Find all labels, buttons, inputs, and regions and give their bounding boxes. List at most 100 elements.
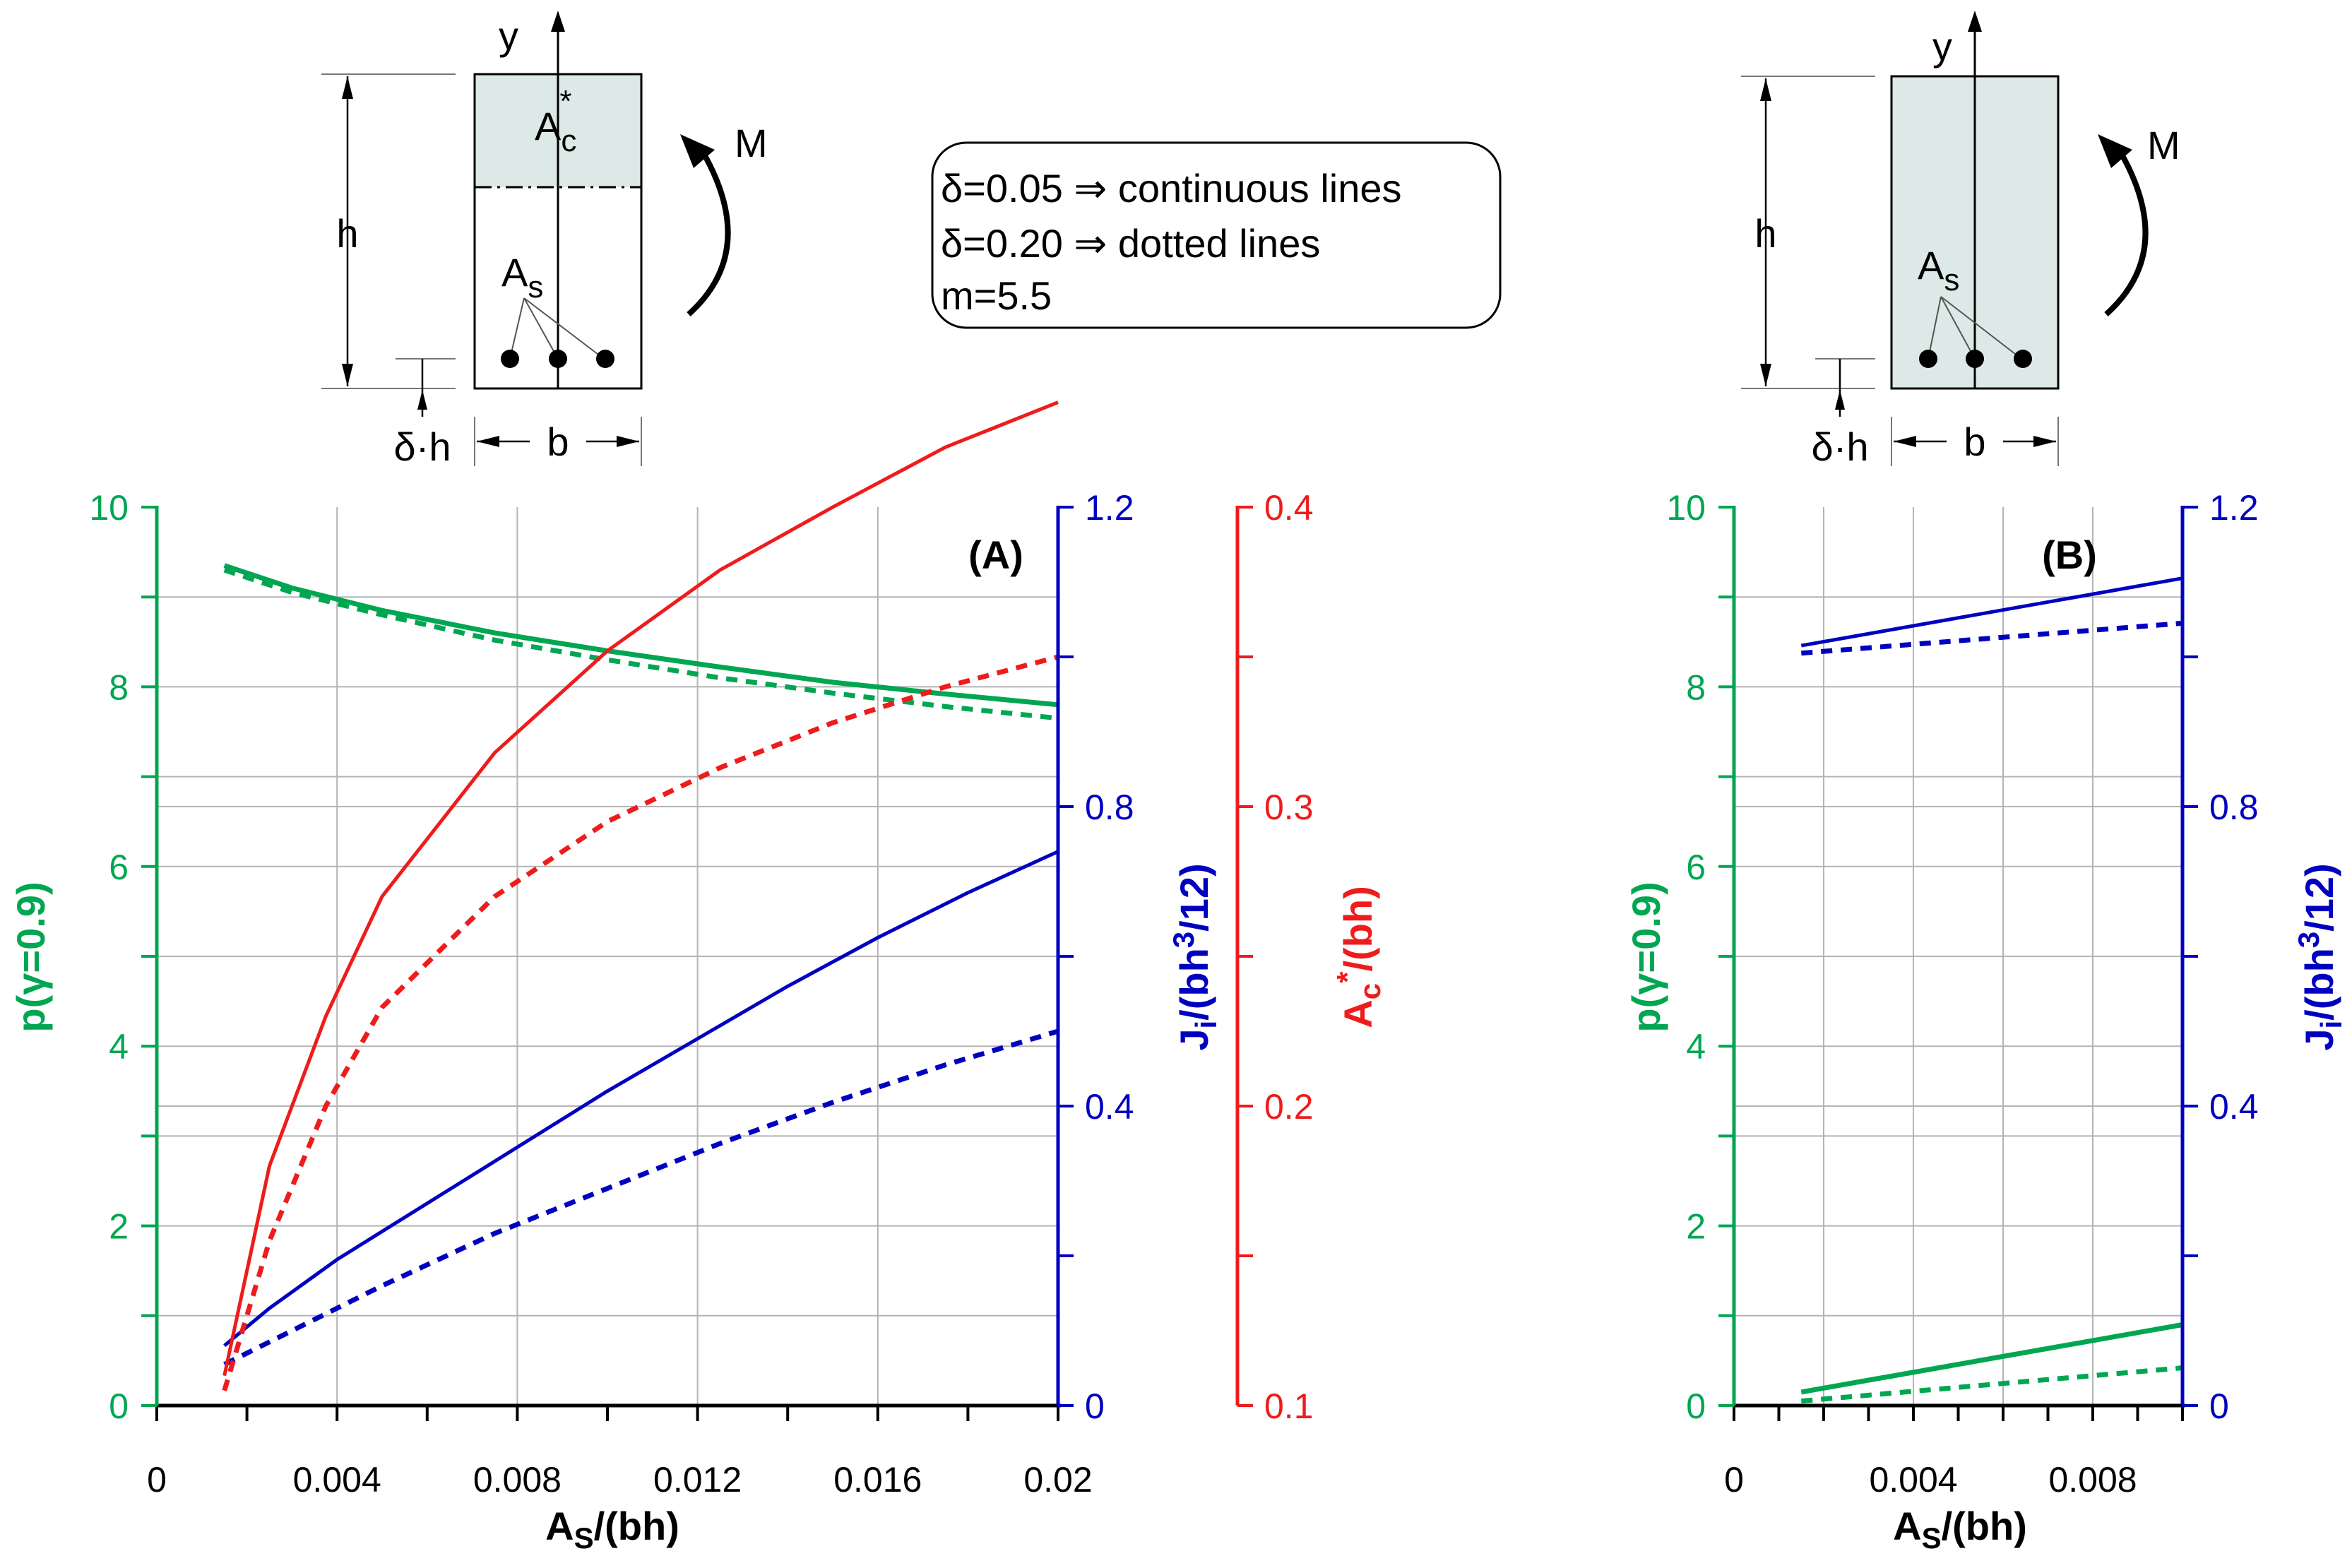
- h-arrow-top-icon: [342, 76, 353, 99]
- chart-a-axes: 0 0.004 0.008 0.012 0.016 0.02 0 2 4 6 8 10 0 0.4 0.8 1…: [89, 488, 1313, 1499]
- as-label: As: [501, 250, 543, 304]
- series-line-green-solid: [223, 563, 1059, 708]
- as-leader-2: [523, 297, 559, 360]
- x-tick-label: 0.004: [1869, 1460, 1957, 1499]
- chart-b-ylabel-left: p(γ=0.9): [1624, 881, 1668, 1032]
- chart-a: 0 0.004 0.008 0.012 0.016 0.02 0 2 4 6 8 10 0 0.4 0.8 1…: [8, 400, 1386, 1555]
- b-arrow-left-b-icon: [1894, 436, 1916, 447]
- y-axis-label: y: [499, 13, 518, 58]
- rebar-dot: [2014, 350, 2032, 368]
- y-tick-label-left: 4: [109, 1027, 129, 1067]
- chart-a-xlabel: AS/(bh): [545, 1504, 679, 1555]
- chart-b-ylabel-right1: Ji/(bh3/12): [2292, 863, 2348, 1050]
- chart-a-ylabel-left: p(γ=0.9): [8, 881, 53, 1032]
- y-tick-label-right1: 0.4: [2209, 1087, 2259, 1127]
- chart-a-ylabel-right1: Ji/(bh3/12): [1167, 863, 1223, 1050]
- h-label-b: h: [1754, 211, 1776, 256]
- y-tick-label-left: 6: [109, 848, 129, 887]
- moment-label: M: [735, 121, 768, 165]
- x-tick-label: 0.012: [653, 1460, 742, 1499]
- b-label-b: b: [1964, 420, 1985, 464]
- chart-a-series: [222, 400, 1059, 1391]
- x-tick-label: 0.016: [833, 1460, 922, 1499]
- y-tick-label-left: 6: [1686, 848, 1706, 887]
- y-tick-label-left: 2: [1686, 1207, 1706, 1247]
- as-leader-3: [523, 297, 605, 360]
- series-line-blue-solid: [223, 850, 1059, 1348]
- as-label-b: As: [1918, 243, 1959, 297]
- chart-b-grid: [1734, 507, 2182, 1406]
- chart-b-title: (B): [2042, 533, 2097, 577]
- y-tick-label-right1: 1.2: [2209, 488, 2259, 528]
- legend-line-2: δ=0.20 ⇒ dotted lines: [941, 221, 1320, 266]
- y-tick-label-right2: 0.3: [1264, 788, 1314, 827]
- y-tick-label-right1: 0: [1085, 1386, 1105, 1426]
- y-axis-label-b: y: [1932, 24, 1952, 69]
- series-line-red-dotted: [222, 654, 1059, 1391]
- series-line-blue-dotted: [1801, 620, 2183, 656]
- y-tick-label-left: 8: [1686, 667, 1706, 707]
- y-tick-label-right1: 0: [2209, 1386, 2229, 1426]
- series-line-red-solid: [222, 400, 1059, 1377]
- as-leader-b-2: [1940, 296, 1976, 360]
- chart-b-axes: 0 0.004 0.008 0 2 4 6 8 10 0 0.4 0.8 1.2: [1666, 488, 2258, 1499]
- y-tick-label-left: 2: [109, 1207, 129, 1247]
- legend-box: δ=0.05 ⇒ continuous lines δ=0.20 ⇒ dotte…: [931, 141, 1502, 329]
- legend-frame: [931, 141, 1502, 329]
- cover-arrow-b-icon: [1835, 390, 1845, 410]
- series-line-blue-solid: [1800, 576, 2183, 648]
- y-tick-label-right2: 0.2: [1264, 1087, 1314, 1127]
- x-tick-label: 0: [1724, 1460, 1744, 1499]
- cover-arrow-icon: [417, 390, 427, 410]
- b-label: b: [547, 420, 569, 464]
- cover-label: δ·h: [394, 424, 451, 469]
- chart-b-series: [1800, 576, 2183, 1404]
- as-leader-1: [509, 297, 525, 360]
- rebar-dot: [1919, 350, 1937, 368]
- section-diagram-b: y h δ·h b As M: [1741, 11, 2180, 469]
- rebar-dot: [549, 350, 567, 368]
- x-tick-label: 0.004: [293, 1460, 381, 1499]
- h-arrow-bottom-b-icon: [1760, 364, 1771, 386]
- y-axis-arrow-icon: [551, 11, 565, 32]
- x-tick-label: 0.008: [2048, 1460, 2137, 1499]
- moment-arrowhead-icon: [680, 134, 715, 168]
- moment-label-b: M: [2147, 123, 2180, 167]
- y-tick-label-right1: 0.8: [2209, 788, 2259, 827]
- chart-a-title: (A): [968, 533, 1023, 577]
- h-label: h: [336, 211, 358, 256]
- moment-arrowhead-b-icon: [2098, 134, 2132, 168]
- chart-b: 0 0.004 0.008 0 2 4 6 8 10 0 0.4 0.8 1.2 (B) AS/(bh)…: [1624, 488, 2348, 1555]
- as-leader-b-3: [1940, 296, 2022, 360]
- y-tick-label-left: 0: [109, 1386, 129, 1426]
- series-line-blue-dotted: [223, 1028, 1059, 1367]
- moment-arrow-b-icon: [2104, 150, 2149, 316]
- legend-line-3: m=5.5: [941, 273, 1052, 318]
- y-tick-label-right2: 0.1: [1264, 1386, 1314, 1426]
- rebar-dot: [1966, 350, 1984, 368]
- y-tick-label-right1: 1.2: [1085, 488, 1134, 528]
- h-arrow-top-b-icon: [1760, 78, 1771, 101]
- chart-a-grid: [157, 507, 1058, 1406]
- y-tick-label-left: 10: [1666, 488, 1706, 528]
- as-leader-b-1: [1928, 296, 1942, 360]
- h-arrow-bottom-icon: [342, 364, 353, 386]
- series-line-green-dotted: [1800, 1365, 2183, 1404]
- ac-label: Ac*: [535, 84, 576, 158]
- y-tick-label-left: 10: [89, 488, 129, 528]
- legend-line-1: δ=0.05 ⇒ continuous lines: [941, 166, 1402, 210]
- y-tick-label-right1: 0.8: [1085, 788, 1134, 827]
- y-tick-label-left: 4: [1686, 1027, 1706, 1067]
- y-tick-label-left: 8: [109, 667, 129, 707]
- section-diagram-a: y h δ·h b Ac* As M: [321, 11, 768, 469]
- chart-a-ylabel-right2: Ac*/(bh): [1331, 886, 1386, 1028]
- cover-label-b: δ·h: [1812, 424, 1869, 469]
- b-arrow-right-b-icon: [2033, 436, 2056, 447]
- y-tick-label-right1: 0.4: [1085, 1087, 1134, 1127]
- y-axis-arrow-b-icon: [1968, 11, 1982, 32]
- moment-arrow-icon: [687, 150, 731, 316]
- rebar-dot: [501, 350, 519, 368]
- series-line-green-solid: [1800, 1322, 2183, 1395]
- series-line-green-dotted: [223, 567, 1059, 721]
